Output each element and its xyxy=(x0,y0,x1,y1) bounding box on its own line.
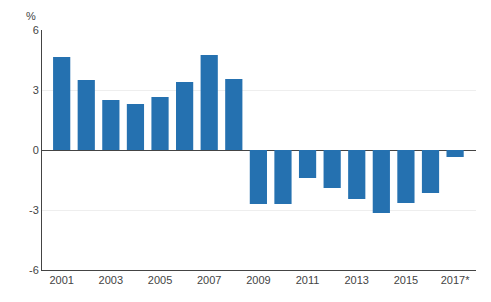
svg-text:2001: 2001 xyxy=(49,274,73,286)
svg-text:2003: 2003 xyxy=(99,274,123,286)
svg-text:-6: -6 xyxy=(29,264,39,276)
svg-text:6: 6 xyxy=(33,24,39,36)
svg-text:2005: 2005 xyxy=(148,274,172,286)
svg-text:2013: 2013 xyxy=(344,274,368,286)
svg-text:-3: -3 xyxy=(29,204,39,216)
svg-text:%: % xyxy=(26,10,36,22)
svg-text:3: 3 xyxy=(33,84,39,96)
svg-text:2009: 2009 xyxy=(246,274,270,286)
svg-text:2011: 2011 xyxy=(296,274,320,286)
svg-text:2007: 2007 xyxy=(197,274,221,286)
svg-text:0: 0 xyxy=(33,144,39,156)
svg-text:2017*: 2017* xyxy=(441,274,470,286)
svg-text:2015: 2015 xyxy=(394,274,418,286)
